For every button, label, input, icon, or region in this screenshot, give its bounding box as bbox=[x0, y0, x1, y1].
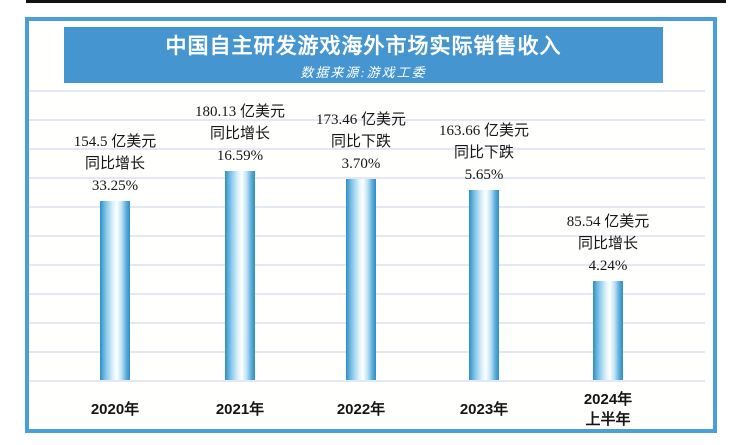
value-label-2022: 173.46 亿美元 bbox=[315, 112, 406, 128]
bar-annotation-2021: 180.13 亿美元 同比增长 16.59% bbox=[155, 101, 325, 167]
gridline bbox=[29, 177, 705, 179]
gridline bbox=[29, 119, 705, 121]
x-axis-label-2020: 2020年 bbox=[90, 401, 140, 418]
bar-2020 bbox=[100, 201, 130, 380]
bar-annotation-2020: 154.5 亿美元 同比增长 33.25% bbox=[30, 131, 200, 197]
gridline bbox=[29, 148, 705, 150]
yoy-percent-label-2020: 33.25% bbox=[91, 178, 139, 194]
gridline bbox=[29, 90, 705, 92]
yoy-direction-label-2020: 同比增长 bbox=[84, 156, 145, 172]
value-label-2023: 163.66 亿美元 bbox=[438, 123, 529, 139]
x-axis-label-2022: 2022年 bbox=[336, 401, 386, 418]
yoy-percent-label-2023: 5.65% bbox=[464, 167, 504, 183]
yoy-direction-label-2024: 同比增长 bbox=[577, 236, 638, 252]
bar-2023 bbox=[469, 190, 499, 380]
yoy-direction-label-2023: 同比下跌 bbox=[453, 145, 514, 161]
value-label-2021: 180.13 亿美元 bbox=[194, 104, 285, 120]
value-label-2024: 85.54 亿美元 bbox=[566, 214, 650, 230]
bar-2021 bbox=[225, 171, 255, 380]
yoy-percent-label-2022: 3.70% bbox=[341, 156, 381, 172]
bar-2022 bbox=[346, 179, 376, 380]
yoy-direction-label-2021: 同比增长 bbox=[209, 126, 270, 142]
chart-header-banner: 中国自主研发游戏海外市场实际销售收入 数据来源:游戏工委 bbox=[64, 27, 663, 83]
bar-annotation-2022: 173.46 亿美元 同比下跌 3.70% bbox=[276, 109, 446, 175]
yoy-direction-label-2022: 同比下跌 bbox=[330, 134, 391, 150]
value-label-2020: 154.5 亿美元 bbox=[73, 134, 157, 150]
x-axis-label-2021: 2021年 bbox=[215, 401, 265, 418]
bar-annotation-2024: 85.54 亿美元 同比增长 4.24% bbox=[523, 211, 693, 277]
gridline bbox=[29, 380, 705, 382]
bar-annotation-2023: 163.66 亿美元 同比下跌 5.65% bbox=[399, 120, 569, 186]
chart-data-source: 数据来源:游戏工委 bbox=[300, 64, 427, 80]
yoy-percent-label-2021: 16.59% bbox=[216, 148, 264, 164]
yoy-percent-label-2024: 4.24% bbox=[588, 258, 628, 274]
top-divider-line bbox=[26, 0, 726, 3]
bar-2024 bbox=[593, 281, 623, 380]
chart-title: 中国自主研发游戏海外市场实际销售收入 bbox=[165, 34, 562, 58]
x-axis-label-2024: 2024年 上半年 bbox=[583, 391, 633, 428]
x-axis-label-2023: 2023年 bbox=[459, 401, 509, 418]
